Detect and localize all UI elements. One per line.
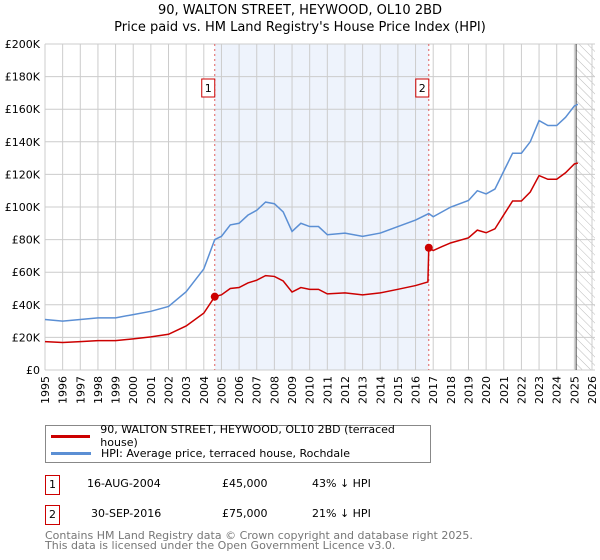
y-tick-label: £60K xyxy=(12,266,41,279)
x-tick-label: 2016 xyxy=(410,376,423,404)
legend-label: 90, WALTON STREET, HEYWOOD, OL10 2BD (te… xyxy=(100,423,395,449)
x-tick-label: 2022 xyxy=(515,376,528,404)
x-tick-label: 1998 xyxy=(92,376,105,404)
x-tick-label: 2023 xyxy=(533,376,546,404)
x-tick-label: 1997 xyxy=(74,376,87,404)
y-tick-label: £140K xyxy=(5,136,41,149)
y-tick-label: £200K xyxy=(5,38,41,51)
y-tick-label: £20K xyxy=(12,331,41,344)
x-tick-label: 2000 xyxy=(127,376,140,404)
x-tick-label: 2007 xyxy=(251,376,264,404)
footer-copyright: Contains HM Land Registry data © Crown c… xyxy=(45,529,473,542)
price-chart: 1995 1996 1997 1998 1999 2000 2001 2002 2003 2004… xyxy=(5,38,599,404)
x-tick-label: 2024 xyxy=(551,376,564,404)
sale-label: 1 xyxy=(205,82,212,95)
legend-item-hpi: HPI: Average price, terraced house, Roch… xyxy=(46,445,350,461)
footer-licence: This data is licensed under the Open Gov… xyxy=(45,539,396,552)
sale-hpi-diff: 21% ↓ HPI xyxy=(312,507,371,520)
x-tick-label: 1996 xyxy=(57,376,70,404)
sale-hpi-diff: 43% ↓ HPI xyxy=(312,477,371,490)
x-tick-label: 1999 xyxy=(110,376,123,404)
x-tick-label: 2021 xyxy=(498,376,511,404)
x-tick-label: 2015 xyxy=(392,376,405,404)
legend-swatch xyxy=(51,434,91,438)
sale-badge: 1 xyxy=(45,475,60,495)
sale-label-box xyxy=(201,78,216,98)
x-tick-label: 2025 xyxy=(568,376,581,404)
footer: Contains HM Land Registry data © Crown c… xyxy=(45,529,473,552)
legend-label: HPI: Average price, terraced house, Roch… xyxy=(101,446,350,460)
y-tick-label: £80K xyxy=(12,234,41,247)
x-tick-label: 2003 xyxy=(180,376,193,404)
sale-date: 30-SEP-2016 xyxy=(91,507,162,520)
x-tick-label: 2017 xyxy=(427,376,440,404)
x-tick-label: 2002 xyxy=(163,376,176,404)
x-tick-label: 2018 xyxy=(445,376,458,404)
x-tick-label: 2014 xyxy=(374,376,387,404)
sale-price: £75,000 xyxy=(222,507,268,520)
price-paid-line xyxy=(44,162,579,344)
legend: 90, WALTON STREET, HEYWOOD, OL10 2BD (te… xyxy=(45,423,431,463)
chart-subtitle: Price paid vs. HM Land Registry's House … xyxy=(114,20,486,35)
x-tick-label: 2009 xyxy=(286,376,299,404)
y-tick-label: £100K xyxy=(5,201,41,214)
x-tick-label: 2026 xyxy=(586,376,599,404)
hpi-line xyxy=(44,103,579,322)
sale-label-box xyxy=(415,78,430,98)
sale-point xyxy=(210,292,219,301)
sale-badge: 2 xyxy=(45,505,60,525)
sale-date: 16-AUG-2004 xyxy=(87,477,161,490)
legend-swatch xyxy=(51,451,91,455)
chart-title: 90, WALTON STREET, HEYWOOD, OL10 2BD xyxy=(157,3,443,18)
x-tick-label: 2020 xyxy=(480,376,493,404)
x-tick-label: 2008 xyxy=(268,376,281,404)
sale-price: £45,000 xyxy=(222,477,268,490)
x-tick-label: 2011 xyxy=(321,376,334,404)
x-tick-label: 2005 xyxy=(215,376,228,404)
x-tick-label: 2010 xyxy=(304,376,317,404)
x-tick-label: 2019 xyxy=(462,376,475,404)
y-tick-label: £120K xyxy=(5,168,41,181)
y-tick-label: £40K xyxy=(12,299,41,312)
x-tick-label: 2006 xyxy=(233,376,246,404)
x-tick-label: 2012 xyxy=(339,376,352,404)
x-tick-label: 2004 xyxy=(198,376,211,404)
legend-item-property: 90, WALTON STREET, HEYWOOD, OL10 2BD (te… xyxy=(46,423,430,449)
x-tick-label: 2001 xyxy=(145,376,158,404)
x-tick-label: 1995 xyxy=(39,376,52,404)
y-tick-label: £160K xyxy=(5,103,41,116)
sale-point xyxy=(424,243,433,252)
y-tick-label: £0 xyxy=(26,364,40,377)
x-tick-label: 2013 xyxy=(357,376,370,404)
sale-label: 2 xyxy=(419,82,426,95)
y-tick-label: £180K xyxy=(5,71,41,84)
